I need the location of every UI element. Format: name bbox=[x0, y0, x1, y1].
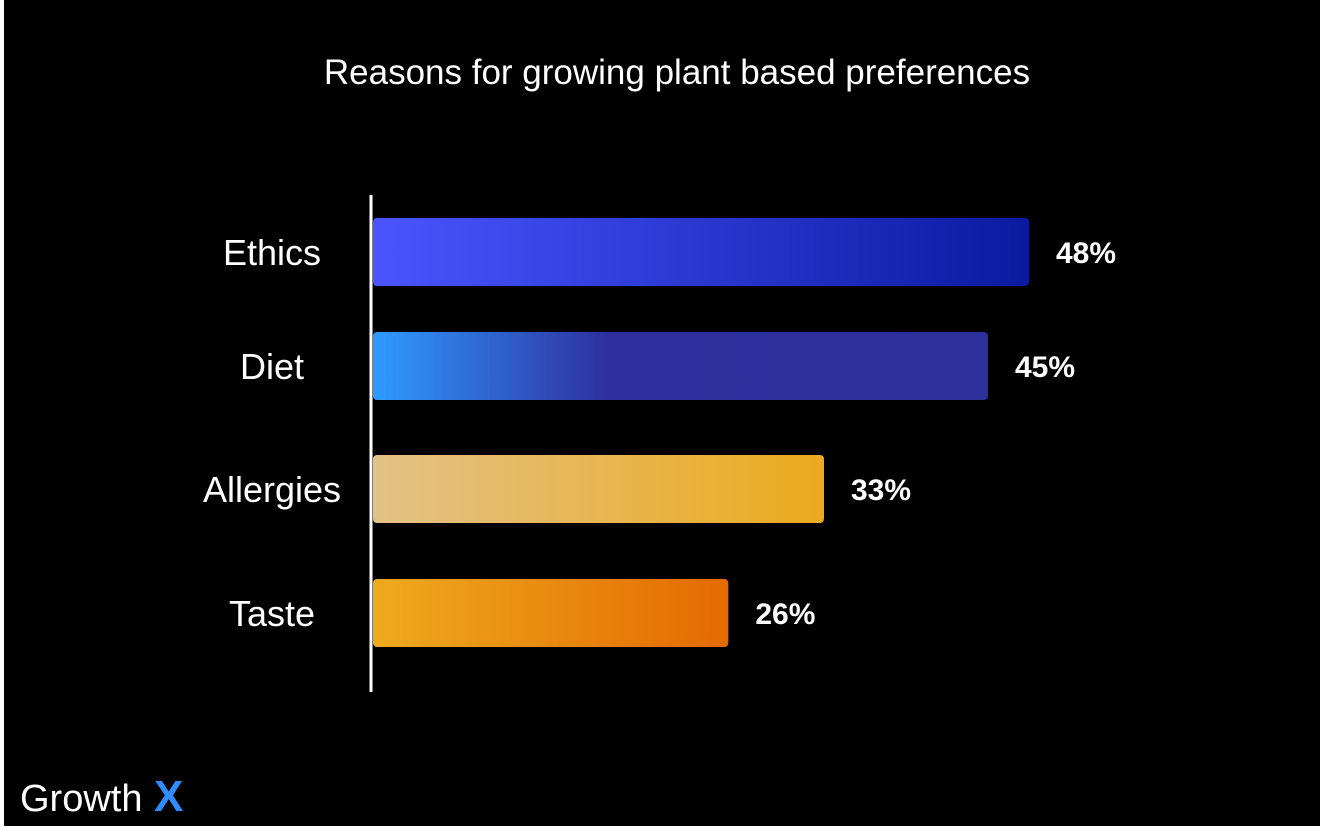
value-label-ethics: 48% bbox=[1056, 237, 1116, 270]
bar-chart: Reasons for growing plant based preferen… bbox=[20, 53, 1116, 821]
logo-text: Growth bbox=[20, 778, 142, 820]
category-label-taste: Taste bbox=[229, 593, 315, 634]
value-label-allergies: 33% bbox=[851, 474, 911, 507]
growthx-logo: Growth X bbox=[20, 772, 183, 821]
chart-frame: Reasons for growing plant based preferen… bbox=[4, 0, 1320, 826]
logo-x-mark: X bbox=[154, 772, 183, 821]
bar-diet bbox=[373, 332, 988, 400]
category-label-allergies: Allergies bbox=[203, 469, 341, 510]
category-label-ethics: Ethics bbox=[223, 232, 321, 273]
category-label-diet: Diet bbox=[240, 346, 304, 387]
bar-taste bbox=[373, 579, 729, 647]
chart-title: Reasons for growing plant based preferen… bbox=[324, 53, 1030, 92]
value-label-diet: 45% bbox=[1015, 351, 1075, 384]
value-label-taste: 26% bbox=[755, 598, 815, 631]
bar-ethics bbox=[373, 218, 1029, 286]
bars-group: Ethics 48% Diet 45% Allergies 33% Taste 26% bbox=[203, 218, 1116, 647]
bar-allergies bbox=[373, 455, 824, 523]
